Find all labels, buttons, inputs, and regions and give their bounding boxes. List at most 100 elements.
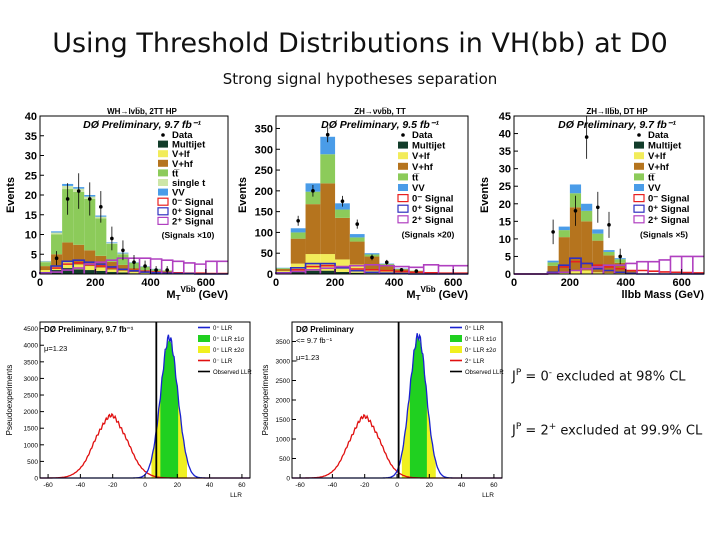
legend-label: Data	[412, 130, 433, 141]
signals-scale-note: (Signals ×5)	[640, 229, 688, 239]
legend-label: 0⁺ Signal	[172, 207, 213, 218]
y-tick-label: 500	[279, 456, 290, 463]
stack-bar-tt	[335, 209, 350, 218]
stack-bar-vv	[349, 234, 365, 238]
stack-bar-multijet	[305, 270, 321, 274]
x-tick-label: 400	[141, 277, 159, 289]
legend-label: tt̅	[172, 168, 180, 179]
data-point	[132, 260, 136, 264]
x-tick-label: 200	[86, 277, 104, 289]
stack-bar-v+hf	[62, 242, 74, 263]
stack-bar-tt	[305, 191, 321, 205]
data-point	[384, 260, 389, 265]
data-point	[414, 269, 419, 273]
legend-swatch	[634, 184, 644, 191]
stack-bar-vv	[364, 253, 380, 255]
y-tick-label: 2000	[24, 409, 39, 416]
x-axis-label: LLR	[482, 492, 494, 499]
y-tick-label: 20	[499, 199, 511, 211]
y-tick-label: 30	[25, 151, 37, 163]
llr-two-plus-panel: 0 500 1000 1500 2000 2500 3000 3500 -60 -40 -20 0 20…	[261, 321, 504, 499]
data-point	[165, 268, 169, 272]
x-axis-label: MTVb̅b (GeV)	[406, 285, 468, 300]
stack-bar-multijet	[349, 272, 365, 274]
stack-bar-vv	[558, 226, 570, 231]
legend-label: 2⁺ LLR	[465, 358, 485, 365]
legend-swatch	[158, 179, 168, 186]
legend-label: tt̅	[412, 172, 420, 183]
data-point	[154, 268, 158, 272]
signal-line-sig2p	[275, 264, 468, 274]
legend-swatch	[198, 346, 210, 353]
legend-swatch	[634, 152, 644, 160]
legend-label: 0⁺ LLR ±2σ	[213, 347, 244, 354]
stack-bar-vv	[51, 231, 63, 233]
lumi-note: <= 9.7 fb⁻¹	[296, 336, 333, 345]
stack-bar-vv	[320, 136, 336, 155]
mu-label: μ=1.23	[296, 353, 319, 362]
y-tick-label: 35	[499, 146, 511, 158]
data-point	[340, 199, 345, 204]
llr-zero-minus-panel: 0 500 1000 1500 2000 2500 3000 3500 4000 4500 -60 -…	[5, 321, 252, 499]
y-tick-label: 2000	[276, 398, 291, 405]
y-tick-label: 3500	[24, 359, 39, 366]
slide-title: Using Threshold Distributions in VH(bb) …	[52, 28, 668, 59]
stack-bar-v+hf	[276, 269, 291, 272]
stack-bar-tt	[84, 198, 96, 251]
x-tick-label: 40	[206, 482, 214, 489]
y-tick-label: 3000	[276, 359, 291, 366]
y-tick-label: 15	[25, 210, 37, 222]
legend-label: 0⁻ Signal	[172, 197, 213, 208]
legend-swatch	[397, 204, 409, 213]
x-tick-label: 400	[385, 277, 403, 289]
stack-bar-v+lf	[95, 267, 107, 271]
legend-swatch	[158, 169, 168, 177]
x-tick-label: -20	[360, 482, 370, 489]
stack-bar-tt	[558, 230, 570, 238]
plot-area	[514, 116, 704, 274]
data-point	[325, 132, 330, 137]
stack-bar-tt	[73, 191, 85, 245]
legend-label: V+lf	[412, 151, 431, 162]
legend-label: 2⁺ Signal	[412, 215, 453, 226]
plot-header: DØ Preliminary, 9.5 fb⁻¹	[321, 119, 439, 131]
stack-bar-v+hf	[581, 221, 593, 271]
legend-label: 0⁺ LLR	[213, 325, 233, 332]
legend-marker-data	[637, 133, 641, 137]
y-tick-label: 350	[255, 123, 273, 135]
data-point	[65, 197, 70, 201]
y-tick-label: 0	[505, 269, 511, 281]
y-tick-label: 250	[255, 165, 273, 177]
stack-bar-v+lf	[558, 272, 570, 274]
y-axis-label: Pseudoexperiments	[261, 365, 270, 436]
y-axis-label: Events	[237, 177, 249, 213]
legend-swatch	[157, 207, 169, 216]
stack-bar-v+hf	[569, 207, 582, 271]
y-tick-label: 25	[25, 170, 37, 182]
stack-bar-v+hf	[40, 266, 52, 271]
stack-bar-v+lf	[320, 254, 336, 271]
legend-label: single t	[172, 178, 206, 189]
llr-band-1sigma	[409, 337, 427, 478]
legend-swatch	[398, 162, 408, 170]
zh-nunu-histogram-panel: 0 50 100 150 200 250 300 350 0 200 400 600 Events MTV…	[237, 107, 469, 300]
stack-bar-v+lf	[40, 270, 52, 273]
x-tick-label: 600	[444, 277, 462, 289]
stack-bar-tt	[290, 232, 306, 239]
y-tick-label: 4500	[24, 326, 39, 333]
legend-label: V+lf	[648, 151, 667, 162]
stack-bar-v+lf	[364, 269, 380, 274]
legend-swatch	[158, 150, 168, 158]
x-tick-label: 20	[426, 482, 434, 489]
legend-swatch	[158, 159, 168, 167]
x-axis-label: MTVb̅b (GeV)	[166, 285, 228, 300]
stack-bar-v+hf	[117, 264, 129, 271]
x-tick-label: 200	[326, 277, 344, 289]
stack-bar-tt	[320, 154, 336, 184]
stack-bar-v+hf	[364, 256, 380, 270]
plot-frame	[275, 115, 469, 275]
x-tick-label: -60	[295, 482, 305, 489]
y-tick-label: 1500	[276, 417, 291, 424]
legend-label: 0⁺ LLR	[465, 325, 485, 332]
data-point	[399, 268, 404, 272]
